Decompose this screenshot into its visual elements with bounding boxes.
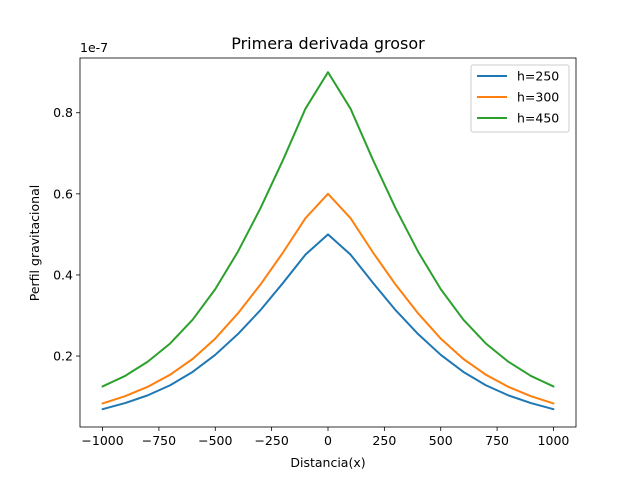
y-tick-label: 0.2 (53, 349, 73, 364)
y-offset-label: 1e-7 (80, 40, 108, 55)
x-tick-label: −750 (142, 433, 176, 448)
legend-label-h250: h=250 (517, 69, 559, 84)
x-tick-label: 500 (429, 433, 453, 448)
legend-box (470, 64, 570, 133)
series-line-h300 (101, 192, 555, 405)
y-tick-label: 0.8 (53, 105, 73, 120)
legend-label-h450: h=450 (517, 111, 559, 126)
x-tick-label: 750 (485, 433, 509, 448)
x-tick-label: −500 (198, 433, 232, 448)
series-layer (101, 71, 555, 411)
y-axis-label: Perfil gravitacional (27, 185, 42, 301)
y-tick-label: 0.4 (53, 267, 73, 282)
series-line-h450 (101, 71, 555, 388)
legend: h=250 h=300 h=450 (470, 64, 570, 133)
legend-label-h300: h=300 (517, 90, 559, 105)
chart-title: Primera derivada grosor (231, 34, 425, 53)
x-tick-label: 0 (324, 433, 332, 448)
series-line-h250 (101, 233, 555, 411)
x-axis-label: Distancia(x) (290, 455, 365, 470)
y-axis: 0.2 0.4 0.6 0.8 (53, 105, 80, 364)
x-tick-label: 1000 (538, 433, 570, 448)
x-tick-label: 250 (372, 433, 396, 448)
y-tick-label: 0.6 (53, 186, 73, 201)
x-axis: −1000 −750 −500 −250 0 250 500 750 1000 (81, 427, 569, 448)
x-tick-label: −1000 (81, 433, 123, 448)
x-tick-label: −250 (254, 433, 288, 448)
